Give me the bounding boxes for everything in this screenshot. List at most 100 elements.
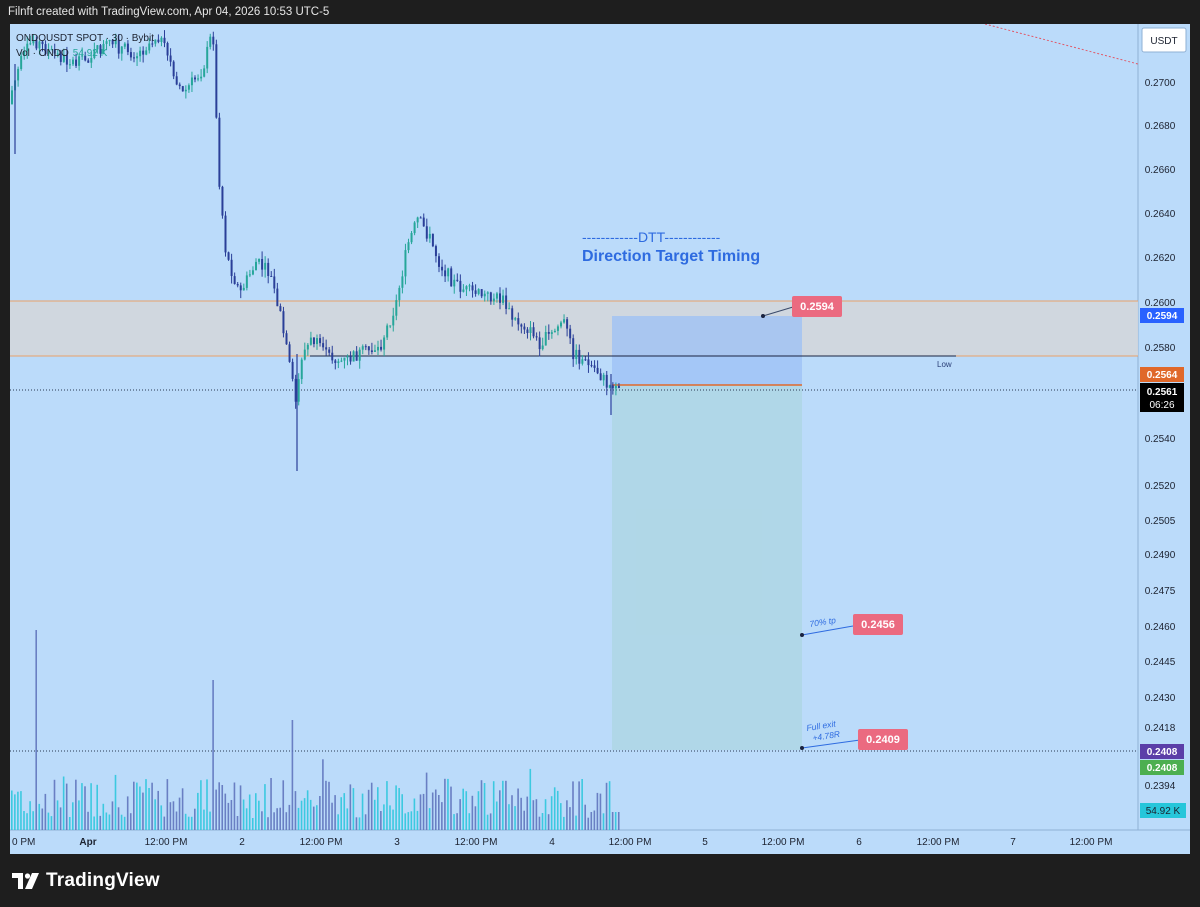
candle-body xyxy=(273,276,276,289)
candle-body xyxy=(325,347,328,350)
tp70-tag[interactable] xyxy=(853,614,903,635)
symbol-legend[interactable]: ONDOUSDT SPOT · 30 · Bybit xyxy=(16,33,154,44)
price-tick: 0.2445 xyxy=(1145,657,1176,668)
currency-button[interactable] xyxy=(1141,27,1187,53)
volume-bar xyxy=(511,795,513,830)
candle-body xyxy=(532,327,535,337)
candle-body xyxy=(84,55,87,61)
candle-body xyxy=(129,52,132,58)
volume-bar xyxy=(136,782,138,830)
time-tick: 12:00 PM xyxy=(455,837,498,848)
volume-bar xyxy=(328,781,330,830)
chart-canvas[interactable]: Low ------------DTT------------ Directio… xyxy=(10,24,1190,854)
candle-body xyxy=(255,261,257,271)
candle-body xyxy=(26,43,29,52)
volume-bar xyxy=(410,811,413,830)
candle-body xyxy=(480,289,483,297)
candle-body xyxy=(227,252,230,260)
candle-body xyxy=(319,338,322,344)
candle-body xyxy=(349,356,352,362)
candle-body xyxy=(209,36,212,47)
volume-bar xyxy=(389,805,391,830)
candle-body xyxy=(444,270,447,277)
volume-bar xyxy=(218,782,220,830)
candle-body xyxy=(236,284,239,286)
position-target-box[interactable] xyxy=(612,385,802,750)
candle-body xyxy=(276,288,279,307)
volume-bar xyxy=(523,810,525,830)
full-exit-tag[interactable] xyxy=(858,729,908,750)
plot-area[interactable] xyxy=(10,24,1138,830)
volume-bar xyxy=(502,780,504,830)
candle-body xyxy=(377,346,379,351)
candle-body xyxy=(200,76,203,79)
volume-bar xyxy=(474,806,477,830)
volume-bar xyxy=(364,814,367,830)
candle-body xyxy=(541,345,544,350)
candle-body xyxy=(242,287,245,291)
volume-bar xyxy=(352,788,355,830)
volume-bar xyxy=(380,811,382,830)
target-top-dot xyxy=(761,314,765,318)
volume-bar xyxy=(120,814,123,830)
candle-body xyxy=(523,326,526,330)
price-tick: 0.2580 xyxy=(1145,343,1176,354)
time-tick: 12:00 PM xyxy=(609,837,652,848)
candle-body xyxy=(556,326,559,331)
position-stop-box[interactable] xyxy=(612,316,802,385)
full-exit-label: Full exit xyxy=(806,718,837,733)
candle-body xyxy=(218,117,221,187)
candle-body xyxy=(50,49,53,51)
volume-bar xyxy=(160,805,163,830)
candle-body xyxy=(526,329,529,333)
volume-bar xyxy=(401,794,403,830)
volume-bar xyxy=(556,790,559,830)
candle-body xyxy=(355,351,358,361)
candle-body xyxy=(560,322,562,327)
candle-body xyxy=(224,215,227,253)
tradingview-logo[interactable]: TradingView xyxy=(12,870,160,892)
volume-bar xyxy=(47,812,50,830)
volume-bar xyxy=(532,800,535,830)
badge-last-price-text: 0.2561 xyxy=(1147,387,1178,398)
candle-body xyxy=(126,43,129,53)
volume-bar xyxy=(611,812,614,830)
volume-bar xyxy=(276,808,278,830)
badge-stop-green-text: 0.2408 xyxy=(1147,763,1178,774)
price-tick: 0.2475 xyxy=(1145,586,1176,597)
volume-bar xyxy=(398,788,400,830)
candle-body xyxy=(230,259,233,276)
volume-bar xyxy=(233,782,236,830)
badge-last-price xyxy=(1140,383,1184,412)
price-axis[interactable] xyxy=(1138,24,1190,830)
volume-bar xyxy=(367,789,370,830)
badge-stop-purple xyxy=(1140,744,1184,759)
volume-bar xyxy=(331,802,333,830)
volume-bar xyxy=(291,720,294,830)
candle-body xyxy=(529,327,532,333)
candle-body xyxy=(105,41,108,44)
volume-bar xyxy=(541,813,544,830)
volume-bar xyxy=(68,817,71,830)
volume-bar xyxy=(404,813,407,830)
time-axis[interactable] xyxy=(10,830,1190,854)
volume-bar xyxy=(17,791,19,830)
candle-body xyxy=(288,344,291,362)
volume-bar xyxy=(184,813,187,830)
candle-body xyxy=(389,325,392,327)
candle-body xyxy=(285,333,288,345)
candle-body xyxy=(383,337,386,350)
target-top-tag[interactable] xyxy=(792,296,842,317)
volume-legend-value: 54.92 K xyxy=(73,48,108,59)
volume-bar xyxy=(273,812,275,830)
candle-body xyxy=(599,373,602,381)
candle-body xyxy=(102,43,105,54)
time-tick: 12:00 PM xyxy=(762,837,805,848)
volume-bar xyxy=(288,804,291,830)
candle-body xyxy=(245,275,248,288)
candle-body xyxy=(404,250,407,277)
low-label: Low xyxy=(937,360,952,369)
volume-bar xyxy=(377,787,379,830)
candle-body xyxy=(486,292,489,294)
candle-body xyxy=(93,49,96,58)
